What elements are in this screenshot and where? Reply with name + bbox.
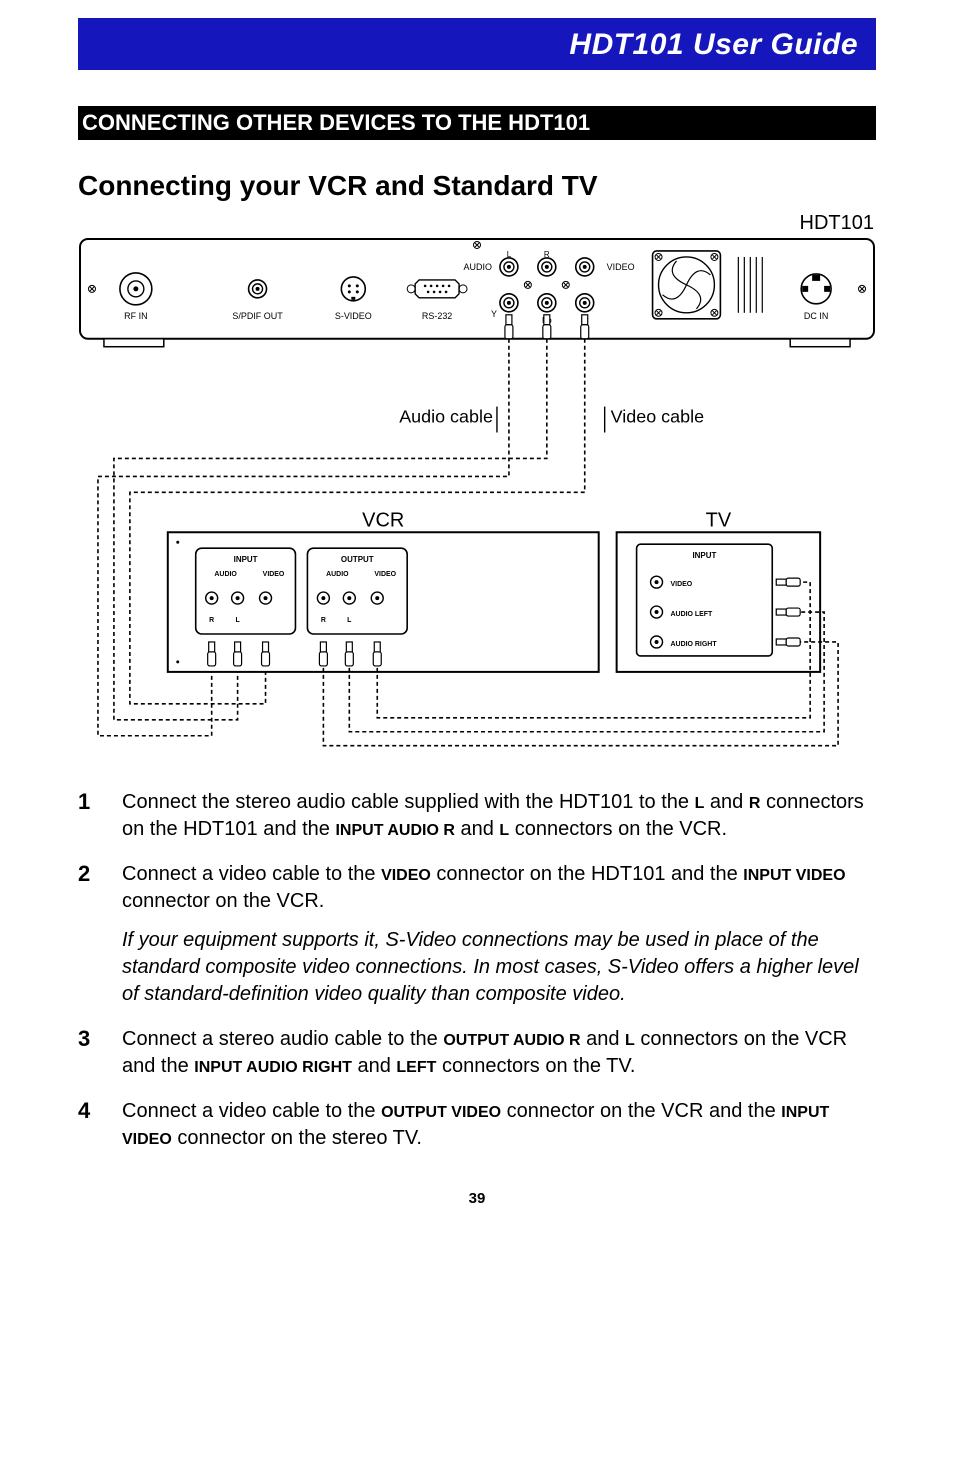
tv-label: TV: [706, 509, 732, 531]
tv-audio-right: AUDIO RIGHT: [671, 641, 718, 648]
tv-input-title: INPUT: [692, 551, 716, 560]
keyword: OUTPUT AUDIO R: [443, 1032, 580, 1049]
keyword: INPUT VIDEO: [743, 867, 845, 884]
section-heading: CONNECTING OTHER DEVICES TO THE HDT101: [78, 106, 876, 140]
step-item: Connect a video cable to the OUTPUT VIDE…: [78, 1098, 876, 1152]
keyword: OUTPUT VIDEO: [381, 1104, 501, 1121]
step-note: If your equipment supports it, S-Video c…: [122, 927, 876, 1008]
port-spdif: S/PDIF OUT: [232, 311, 283, 321]
port-audio: AUDIO: [464, 262, 492, 272]
port-dc-in: DC IN: [804, 311, 828, 321]
keyword: L: [499, 822, 509, 839]
vcr-label: VCR: [362, 509, 404, 531]
keyword: L: [695, 795, 705, 812]
title-banner: HDT101 User Guide: [78, 18, 876, 70]
vcr-input-video: VIDEO: [263, 571, 285, 578]
steps-list: Connect the stereo audio cable supplied …: [78, 789, 876, 1152]
device-label: HDT101: [78, 212, 876, 235]
step-body: Connect a stereo audio cable to the OUTP…: [122, 1026, 876, 1080]
keyword: R: [749, 795, 761, 812]
step-body: Connect a video cable to the VIDEO conne…: [122, 861, 876, 1008]
vcr-output-title: OUTPUT: [341, 555, 374, 564]
subsection-heading: Connecting your VCR and Standard TV: [78, 170, 876, 202]
keyword: LEFT: [396, 1059, 436, 1076]
hdt101-rear-panel: RF IN S/PDIF OUT S-VIDEO: [80, 239, 874, 347]
port-rs232: RS-232: [422, 311, 452, 321]
step-item: Connect a stereo audio cable to the OUTP…: [78, 1026, 876, 1080]
tv-video: VIDEO: [671, 581, 693, 588]
vcr-input-title: INPUT: [234, 555, 258, 564]
step-body: Connect the stereo audio cable supplied …: [122, 789, 876, 843]
keyword: L: [625, 1032, 635, 1049]
vcr-box: VCR INPUT AUDIO VIDEO R L OUTPUT AUDIO V…: [168, 509, 599, 672]
keyword: INPUT AUDIO RIGHT: [194, 1059, 352, 1076]
port-svideo: S-VIDEO: [335, 311, 372, 321]
vcr-out-l: L: [347, 617, 352, 624]
guide-title: HDT101 User Guide: [569, 28, 858, 61]
vcr-out-r: R: [321, 617, 326, 624]
vcr-input-audio: AUDIO: [214, 571, 237, 578]
connection-diagram: HDT101: [78, 212, 876, 761]
keyword: VIDEO: [381, 867, 431, 884]
tv-audio-left: AUDIO LEFT: [671, 611, 714, 618]
audio-cable-label: Audio cable: [399, 407, 493, 427]
port-y: Y: [491, 309, 497, 319]
diagram-svg: RF IN S/PDIF OUT S-VIDEO: [78, 237, 876, 756]
step-body: Connect a video cable to the OUTPUT VIDE…: [122, 1098, 876, 1152]
video-cable-label: Video cable: [611, 407, 704, 427]
page-number: 39: [78, 1190, 876, 1207]
tv-box: TV INPUT VIDEO AUDIO LEFT AUDIO RIGHT: [617, 509, 820, 672]
vcr-in-l: L: [235, 617, 240, 624]
vcr-in-r: R: [209, 617, 214, 624]
vcr-output-audio: AUDIO: [326, 571, 349, 578]
step-item: Connect the stereo audio cable supplied …: [78, 789, 876, 843]
vcr-output-video: VIDEO: [374, 571, 396, 578]
port-video: VIDEO: [607, 262, 635, 272]
port-rf-in: RF IN: [124, 311, 147, 321]
step-item: Connect a video cable to the VIDEO conne…: [78, 861, 876, 1008]
keyword: INPUT AUDIO R: [335, 822, 454, 839]
